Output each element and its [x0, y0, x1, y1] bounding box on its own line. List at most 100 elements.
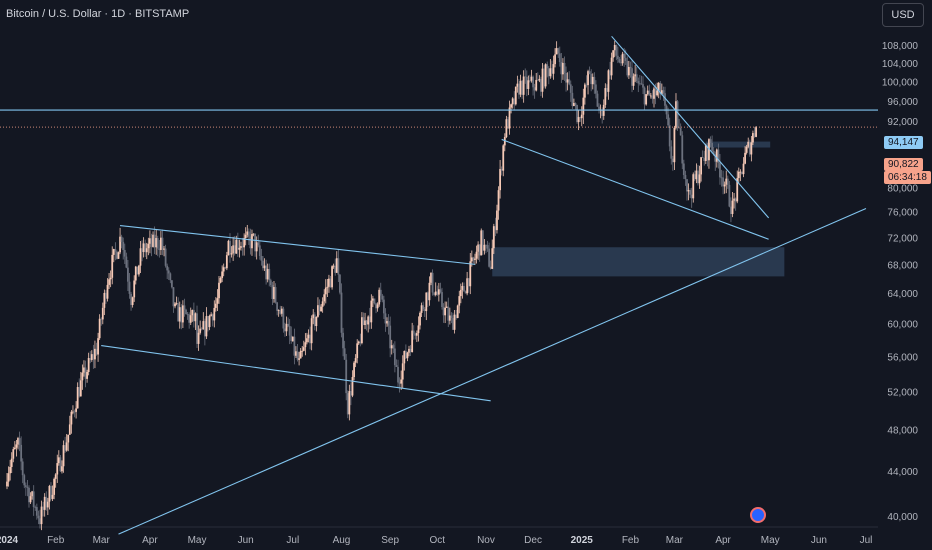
candle-body — [158, 248, 161, 250]
candle-body — [692, 174, 695, 199]
candle-body — [386, 321, 388, 324]
tradingview-logo-icon[interactable] — [750, 507, 766, 523]
x-tick-label: Nov — [477, 535, 495, 546]
candle-body — [178, 307, 181, 322]
candle-body — [604, 88, 607, 105]
candle-body — [456, 305, 459, 319]
candle-body — [351, 377, 354, 396]
candle-body — [576, 105, 578, 123]
candle-body — [24, 485, 27, 487]
candle-body — [629, 66, 632, 69]
candle-body — [598, 106, 600, 110]
candle-body — [712, 150, 715, 155]
candle-body — [714, 154, 717, 162]
candle-body — [403, 351, 406, 364]
candle-body — [368, 316, 371, 323]
candle-body — [127, 267, 129, 282]
candle-body — [441, 292, 443, 307]
candle-body — [144, 243, 147, 253]
candle-body — [610, 57, 613, 76]
candle-body — [540, 78, 542, 92]
candle-body — [172, 287, 175, 307]
candle-body — [155, 238, 158, 248]
candle-body — [224, 267, 227, 269]
y-tick-label: 76,000 — [887, 208, 918, 219]
candle-body — [95, 348, 98, 355]
candle-body — [612, 50, 615, 58]
candle-body — [324, 287, 327, 295]
candle-body — [411, 330, 414, 353]
candle-body — [51, 494, 54, 499]
currency-button[interactable]: USD — [882, 3, 924, 27]
candle-body — [17, 438, 19, 445]
candle-body — [609, 70, 611, 76]
candle-body — [741, 171, 743, 175]
candle-body — [53, 478, 56, 495]
candle-body — [420, 305, 423, 313]
range-lower-line — [101, 345, 491, 402]
candle-body — [563, 62, 566, 73]
candle-body — [551, 68, 553, 74]
candle-body — [249, 236, 252, 249]
candle-body — [689, 190, 692, 195]
candle-body — [752, 133, 754, 143]
candle-body — [26, 486, 29, 488]
y-tick-label: 68,000 — [887, 260, 918, 271]
candle-body — [686, 179, 688, 192]
candle-body — [317, 305, 319, 317]
candle-body — [626, 60, 629, 76]
x-tick-label: Apr — [715, 535, 731, 546]
candle-body — [392, 345, 395, 349]
candle-body — [323, 294, 326, 302]
candle-body — [419, 312, 421, 326]
candle-body — [653, 88, 655, 99]
candle-body — [64, 445, 67, 451]
candle-body — [125, 256, 128, 268]
candle-body — [755, 127, 757, 137]
candle-body — [525, 76, 528, 89]
candle-body — [150, 238, 153, 247]
candle-body — [717, 149, 720, 163]
candle-body — [339, 274, 341, 293]
candle-body — [307, 334, 310, 339]
candle-body — [175, 303, 178, 304]
candle-body — [463, 286, 465, 292]
candle-body — [39, 518, 41, 525]
candle-body — [116, 251, 118, 259]
candle-body — [133, 280, 136, 298]
candle-body — [105, 292, 107, 299]
candle-body — [679, 128, 682, 136]
candle-body — [585, 84, 588, 86]
candle-body — [367, 316, 370, 325]
candle-body — [364, 320, 366, 326]
candle-body — [81, 372, 84, 381]
candle-body — [704, 145, 707, 162]
candle-body — [276, 302, 279, 311]
candle-body — [56, 463, 59, 475]
candle-body — [565, 72, 567, 83]
candle-body — [634, 74, 637, 77]
candle-body — [7, 473, 10, 482]
candle-body — [552, 64, 555, 74]
candle-body — [719, 162, 721, 178]
candle-body — [587, 71, 589, 86]
x-tick-label: May — [761, 535, 780, 546]
candle-body — [426, 292, 429, 301]
candle-body — [94, 348, 96, 360]
x-tick-label: Jul — [286, 535, 299, 546]
candle-body — [459, 289, 462, 297]
candle-body — [664, 93, 666, 106]
candle-body — [382, 299, 385, 314]
candle-body — [18, 438, 21, 445]
candle-body — [654, 88, 657, 96]
candle-body — [136, 266, 139, 275]
candle-body — [359, 341, 362, 344]
candle-body — [288, 325, 291, 336]
candle-body — [467, 278, 470, 287]
candle-body — [72, 411, 74, 413]
candle-body — [566, 79, 569, 83]
candle-body — [404, 351, 407, 359]
candle-body — [370, 300, 373, 323]
candle-body — [433, 292, 436, 295]
